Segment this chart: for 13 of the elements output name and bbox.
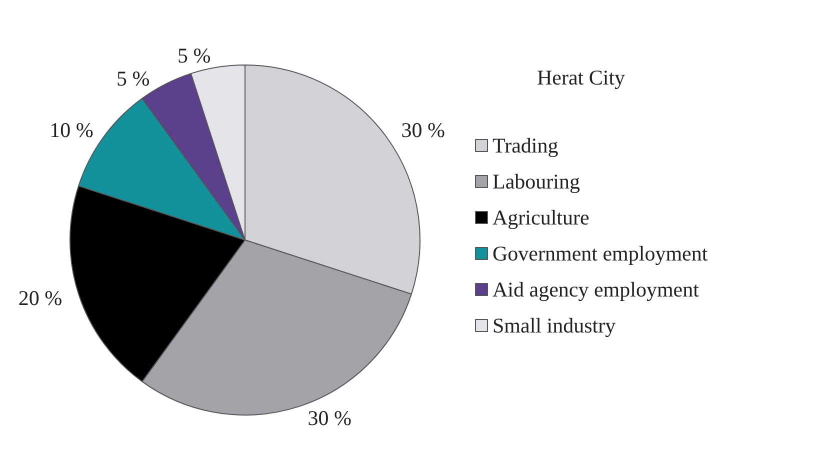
data-label: 5 % xyxy=(116,66,150,90)
data-label: 20 % xyxy=(18,286,62,310)
legend-label: Government employment xyxy=(492,242,708,266)
legend-label: Labouring xyxy=(492,170,580,194)
data-label: 30 % xyxy=(308,406,352,430)
legend-label: Trading xyxy=(492,134,559,158)
legend-label: Small industry xyxy=(492,314,616,338)
data-label: 5 % xyxy=(177,43,211,68)
legend-label: Agriculture xyxy=(492,206,590,230)
data-label: 30 % xyxy=(401,118,446,142)
data-label: 10 % xyxy=(50,118,94,142)
legend-title: Herat City xyxy=(537,66,626,90)
legend-label: Aid agency employment xyxy=(492,278,700,302)
